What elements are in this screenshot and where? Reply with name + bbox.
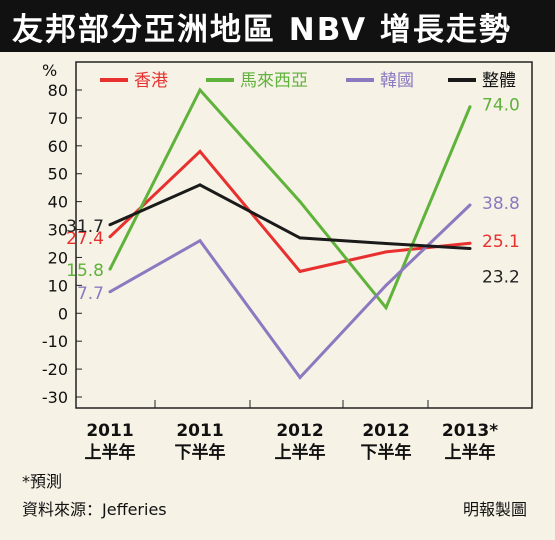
legend-label: 香港	[134, 71, 168, 91]
x-tick-label: 上半年	[445, 442, 496, 463]
data-label: 25.1	[482, 232, 520, 252]
data-point	[298, 236, 302, 240]
data-point	[384, 242, 388, 245]
plot-frame	[75, 61, 533, 409]
y-tick-label: -30	[42, 388, 68, 407]
data-label: 27.4	[66, 229, 104, 249]
y-tick-label: 10	[48, 276, 68, 295]
x-tick-label: 上半年	[275, 442, 326, 463]
data-point	[108, 290, 112, 294]
data-point	[198, 149, 202, 153]
x-tick-label: 2013*	[442, 421, 498, 441]
x-tick-label: 2012	[362, 421, 409, 441]
data-label: 23.2	[482, 268, 520, 288]
series-line-0	[108, 149, 471, 274]
data-point	[198, 88, 202, 92]
data-point	[108, 235, 112, 239]
data-label: 31.7	[66, 217, 104, 237]
data-point	[298, 200, 302, 204]
chart-title: 友邦部分亞洲地區 NBV 增長走勢	[0, 0, 555, 52]
data-point	[384, 283, 388, 287]
data-label: 15.8	[66, 261, 104, 281]
y-tick-label: 30	[48, 221, 68, 240]
data-point	[384, 250, 388, 254]
data-point	[198, 183, 202, 187]
data-point	[384, 306, 388, 310]
source-note: 資料來源：Jefferies	[22, 500, 167, 519]
data-point	[468, 203, 472, 207]
data-label: 74.0	[482, 96, 520, 116]
x-tick-label: 上半年	[85, 442, 136, 463]
y-axis-unit: %	[42, 61, 57, 80]
data-label: 38.8	[482, 194, 520, 214]
x-tick-label: 2012	[276, 421, 323, 441]
y-tick-label: 0	[58, 304, 68, 323]
x-tick-label: 2011	[176, 421, 223, 441]
data-point	[468, 247, 472, 251]
data-point	[468, 105, 472, 109]
x-tick-label: 下半年	[175, 442, 226, 463]
legend-label: 馬來西亞	[240, 71, 308, 91]
data-point	[108, 223, 112, 227]
data-point	[298, 269, 302, 273]
y-tick-label: -10	[42, 332, 68, 351]
y-tick-label: 80	[48, 81, 68, 100]
data-point	[468, 241, 472, 245]
credit: 明報製圖	[462, 500, 527, 519]
y-tick-label: -20	[42, 360, 68, 379]
x-tick-label: 2011	[86, 421, 133, 441]
x-tick-label: 下半年	[361, 442, 412, 463]
data-point	[198, 239, 202, 243]
series-line-1	[108, 87, 472, 311]
data-label: 7.7	[77, 284, 104, 304]
legend-label: 韓國	[380, 71, 414, 91]
series-line-2	[109, 203, 472, 380]
y-tick-label: 60	[48, 137, 68, 156]
footnote: *預測	[22, 472, 63, 491]
data-point	[108, 267, 112, 271]
y-tick-label: 40	[48, 193, 68, 212]
y-tick-label: 20	[48, 248, 68, 267]
y-tick-label: 50	[48, 165, 68, 184]
legend-label: 整體	[482, 71, 516, 91]
y-tick-label: 70	[48, 109, 68, 128]
data-point	[298, 375, 302, 379]
